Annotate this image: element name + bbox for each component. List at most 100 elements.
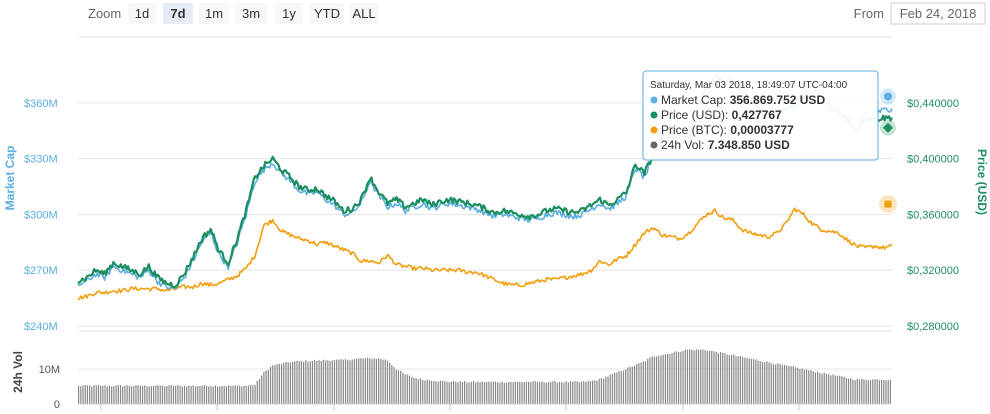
volume-bar [805,369,808,404]
volume-bar [433,381,435,404]
volume-bar [181,386,183,404]
volume-bar [808,370,810,404]
tooltip-row-dot [650,141,658,149]
volume-bar [666,353,669,404]
volume-bar [459,381,461,404]
tooltip-row-label: Market Cap: [661,93,730,107]
volume-bar [190,385,192,404]
volume-bar [261,375,263,404]
volume-bar [371,359,373,404]
volume-bar [843,376,845,404]
volume-bar [179,385,181,404]
volume-bar [133,386,135,404]
market-cap-tick-label: $270M [24,265,58,277]
volume-bar [508,381,510,404]
volume-bar [801,368,803,404]
volume-bar [494,381,497,404]
volume-bar [768,362,770,404]
volume-bar [587,380,589,404]
volume-bar [673,352,675,404]
volume-bar [188,385,190,404]
volume-bar [591,380,594,404]
volume-bar [794,367,797,404]
tooltip-row-dot [650,96,658,104]
volume-bar [856,378,858,404]
volume-bar [382,359,384,404]
market-cap-axis: $240M $270M $300M $330M $360M [24,98,58,333]
volume-bar [201,385,203,404]
volume-bar [715,352,717,404]
volume-bar [675,351,678,404]
zoom-button-3m[interactable]: 3m [235,3,267,24]
volume-bar [651,356,653,404]
volume-bar [314,360,316,404]
volume-bar [664,354,666,404]
zoom-button-ytd[interactable]: YTD [310,3,344,24]
volume-bar [684,349,686,404]
zoom-button-bg[interactable] [310,3,344,24]
volume-bar [700,349,702,404]
volume-bar [792,366,794,404]
volume-bar [342,359,344,404]
volume-bar [658,356,660,404]
zoom-button-1m[interactable]: 1m [199,3,229,24]
zoom-button-7d[interactable]: 7d [163,3,193,24]
volume-bar [318,359,320,404]
volume-bar [413,377,415,404]
volume-bar [576,381,578,404]
tooltip-row-value: 356.869.752 USD [730,93,826,107]
volume-bar [221,386,223,404]
volume-bar [616,372,618,404]
volume-bar [741,356,744,404]
volume-bar [746,357,748,404]
tooltip-row-label: Price (USD): [661,108,732,122]
volume-bar [276,364,278,404]
price-usd-tick-label: $0,440000 [907,98,959,110]
volume-bar [753,359,755,404]
tooltip-row-dot [650,111,658,119]
volume-bar [660,355,662,404]
zoom-button-bg[interactable] [128,3,156,24]
volume-bar [728,355,730,404]
volume-bar [744,357,746,404]
volume-bar [441,380,444,404]
volume-bar [212,386,214,404]
volume-bar [783,364,786,404]
volume-bar [525,382,528,404]
price-usd-axis-title: Price (USD) [975,149,989,215]
volume-bar [887,380,889,404]
zoom-button-bg[interactable] [350,3,378,24]
volume-bar [466,382,468,404]
zoom-button-bg[interactable] [199,3,229,24]
volume-bar [380,359,382,404]
volume-bar [161,385,164,404]
zoom-button-bg[interactable] [235,3,267,24]
volume-bar [358,358,360,404]
zoom-button-1y[interactable]: 1y [275,3,303,24]
volume-bar [453,380,455,404]
zoom-button-1d[interactable]: 1d [128,3,156,24]
volume-bar [287,362,289,404]
zoom-button-bg[interactable] [163,3,193,24]
volume-bar [680,351,682,404]
volume-bar [717,353,719,404]
volume-bar [157,384,159,404]
volume-bar [607,376,609,404]
volume-bar [148,386,150,404]
volume-bar [772,364,775,404]
volume-bar [726,354,728,404]
volume-bar [722,352,724,404]
from-date-input[interactable] [890,2,986,25]
volume-bar [523,382,525,404]
zoom-button-bg[interactable] [275,3,303,24]
volume-bar [640,362,642,404]
volume-bar [817,371,819,404]
volume-bar [481,381,483,404]
volume-bar [194,386,197,404]
volume-bar [311,360,314,404]
volume-bar [216,386,219,404]
volume-bar [115,385,117,404]
volume-bar [170,385,172,404]
zoom-button-all[interactable]: ALL [350,3,378,24]
